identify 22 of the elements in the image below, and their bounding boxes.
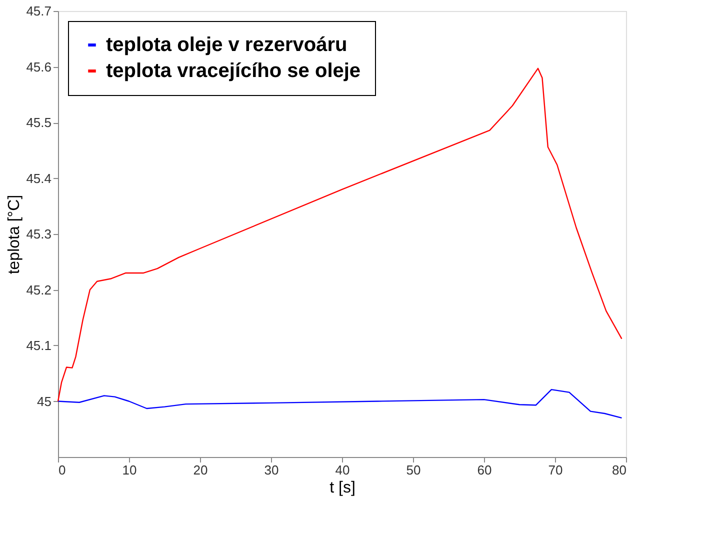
x-tick-label: 60 xyxy=(477,462,492,478)
y-tick-label: 45.5 xyxy=(26,115,52,130)
line-series xyxy=(57,388,622,419)
x-tick-label: 20 xyxy=(193,462,208,478)
x-tick-label: 30 xyxy=(264,462,279,478)
y-tick-label: 45.7 xyxy=(26,4,52,18)
x-tick-label: 0 xyxy=(58,462,66,478)
x-tick-label: 50 xyxy=(406,462,421,478)
y-tick-label: 45.6 xyxy=(26,59,52,74)
y-tick-label: 45.1 xyxy=(26,338,52,353)
legend-label: teplota oleje v rezervoáru xyxy=(106,34,348,56)
x-tick-label: 40 xyxy=(335,462,350,478)
y-axis-title: teplota [°C] xyxy=(6,194,24,274)
x-tick-label: 70 xyxy=(548,462,563,478)
x-tick-label: 80 xyxy=(612,462,626,478)
x-axis-title: t [s] xyxy=(330,480,356,496)
y-tick-label: 45.3 xyxy=(26,226,52,242)
y-tick-label: 45 xyxy=(37,394,52,409)
legend-label: teplota vracejícího se oleje xyxy=(106,60,361,82)
x-tick-label: 10 xyxy=(122,462,137,478)
y-tick-label: 45.2 xyxy=(26,282,52,298)
y-tick-label: 45.4 xyxy=(26,170,52,186)
